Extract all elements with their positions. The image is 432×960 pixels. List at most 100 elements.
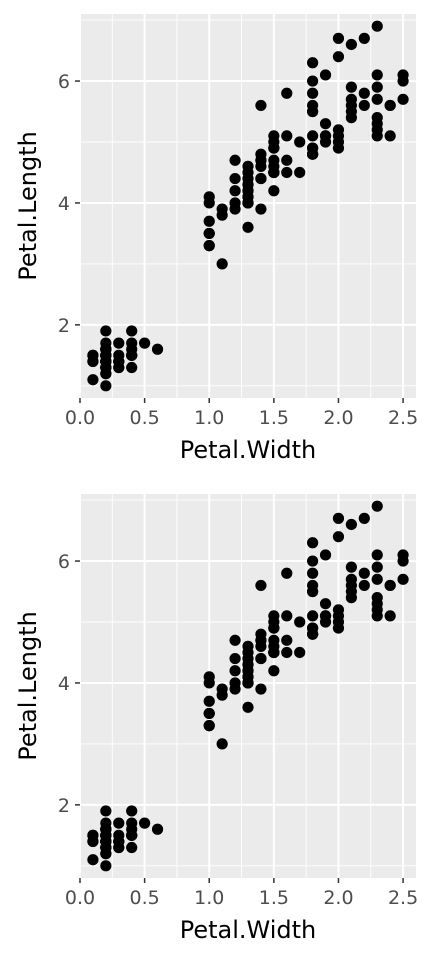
chart-1-point — [319, 549, 332, 561]
chart-1-point — [242, 659, 254, 671]
chart-1-point — [139, 817, 151, 829]
chart-0-point — [203, 215, 215, 227]
chart-0-point — [255, 160, 267, 172]
chart-0-point — [229, 197, 241, 209]
chart-1-point — [281, 646, 293, 659]
chart-0-point — [307, 105, 319, 118]
scatter-chart-top: 0.0 0.5 1.0 1.5 2.0 2.5 2 4 6 Petal.Width Petal.Le… — [14, 14, 418, 464]
chart-1-point — [203, 720, 215, 732]
chart-0-point — [371, 124, 383, 136]
chart-1-point — [307, 537, 319, 549]
chart-1-point — [255, 652, 267, 665]
chart-0-y-axis-title: Petal.Length — [14, 131, 42, 281]
chart-0-point — [87, 374, 99, 386]
chart-1-point — [242, 671, 254, 683]
chart-1-point — [87, 835, 99, 848]
chart-0-point — [151, 343, 164, 355]
chart-0-point — [87, 355, 99, 368]
chart-1-point — [332, 512, 345, 524]
chart-1-point — [113, 835, 125, 848]
chart-1-point — [281, 610, 293, 622]
chart-0-point — [216, 209, 228, 221]
chart-0-point — [371, 69, 383, 81]
chart-1-point — [371, 561, 383, 573]
chart-1-point — [100, 835, 112, 848]
chart-0-point — [203, 240, 215, 252]
chart-0-point — [294, 166, 306, 179]
chart-1-point — [384, 610, 396, 622]
chart-1-point — [319, 616, 332, 628]
chart-1-point — [255, 628, 267, 640]
chart-1-point — [268, 634, 280, 646]
chart-0-point — [229, 185, 241, 197]
chart-1-y-axis-title: Petal.Length — [14, 611, 42, 761]
chart-0-x-tick-label: 1.5 — [259, 407, 289, 429]
chart-0-point — [126, 361, 138, 374]
chart-0-point — [281, 154, 293, 166]
chart-0-point — [307, 148, 319, 160]
chart-1-point — [307, 585, 319, 598]
chart-1-point — [229, 665, 241, 677]
chart-0-point — [100, 325, 112, 337]
chart-0-point — [358, 32, 370, 44]
chart-1-point — [281, 634, 293, 646]
chart-0-point — [100, 380, 112, 392]
chart-0-point — [307, 57, 319, 69]
chart-1-x-tick-label: 2.0 — [323, 887, 353, 909]
chart-1-point — [268, 665, 280, 677]
chart-0-y-tick-label: 2 — [58, 315, 70, 337]
chart-1-point — [151, 823, 164, 835]
chart-0-point — [242, 160, 254, 172]
chart-1-point — [345, 518, 357, 531]
chart-0-point — [281, 130, 293, 142]
chart-1-point — [100, 805, 112, 817]
chart-0-point — [384, 99, 396, 112]
chart-1-x-axis-title: Petal.Width — [180, 916, 317, 944]
chart-0-point — [281, 87, 293, 99]
chart-0-x-tick-label: 0.5 — [130, 407, 160, 429]
chart-1-x-tick-label: 0.5 — [130, 887, 160, 909]
chart-1-point — [294, 646, 306, 659]
chart-0-point — [397, 93, 409, 105]
chart-1-y-tick-label: 4 — [58, 673, 70, 695]
chart-1-point — [268, 610, 280, 622]
chart-1-point — [397, 573, 409, 585]
chart-0-point — [397, 69, 409, 81]
chart-0-point — [294, 136, 306, 148]
chart-1-point — [358, 579, 370, 592]
chart-0-point — [242, 221, 254, 233]
chart-1-point — [216, 738, 228, 750]
scatter-chart-bottom: 0.0 0.5 1.0 1.5 2.0 2.5 2 4 6 Petal.Width Petal.Le… — [14, 494, 418, 944]
chart-0-point — [255, 172, 267, 185]
chart-1-point — [345, 592, 357, 604]
chart-1-point — [255, 579, 267, 592]
chart-0-x-tick-label: 1.0 — [194, 407, 224, 429]
chart-0-point — [319, 69, 332, 81]
chart-1-point — [281, 567, 293, 579]
chart-1-point — [358, 512, 370, 524]
chart-1-point — [307, 610, 319, 622]
chart-0-point — [319, 136, 332, 148]
chart-0-x-tick-label: 2.0 — [323, 407, 353, 429]
chart-0-point — [371, 93, 383, 105]
chart-0-point — [216, 258, 228, 270]
chart-1-point — [203, 671, 215, 683]
chart-0-point — [255, 148, 267, 160]
chart-1-point — [216, 689, 228, 701]
chart-1-point — [307, 628, 319, 640]
chart-0-point — [203, 227, 215, 240]
chart-1-point — [345, 561, 357, 573]
chart-0-x-axis-title: Petal.Width — [180, 436, 317, 464]
chart-0-point — [255, 203, 267, 215]
chart-1-point — [113, 817, 125, 829]
chart-0-point — [371, 112, 383, 124]
chart-0-point — [242, 179, 254, 191]
chart-0-x-tick-label: 0.0 — [65, 407, 95, 429]
chart-1-point — [255, 640, 267, 652]
chart-0-point — [307, 130, 319, 142]
chart-1-point — [229, 634, 241, 646]
chart-1-point — [268, 646, 280, 659]
chart-0-point — [384, 130, 396, 142]
chart-0-point — [203, 191, 215, 203]
